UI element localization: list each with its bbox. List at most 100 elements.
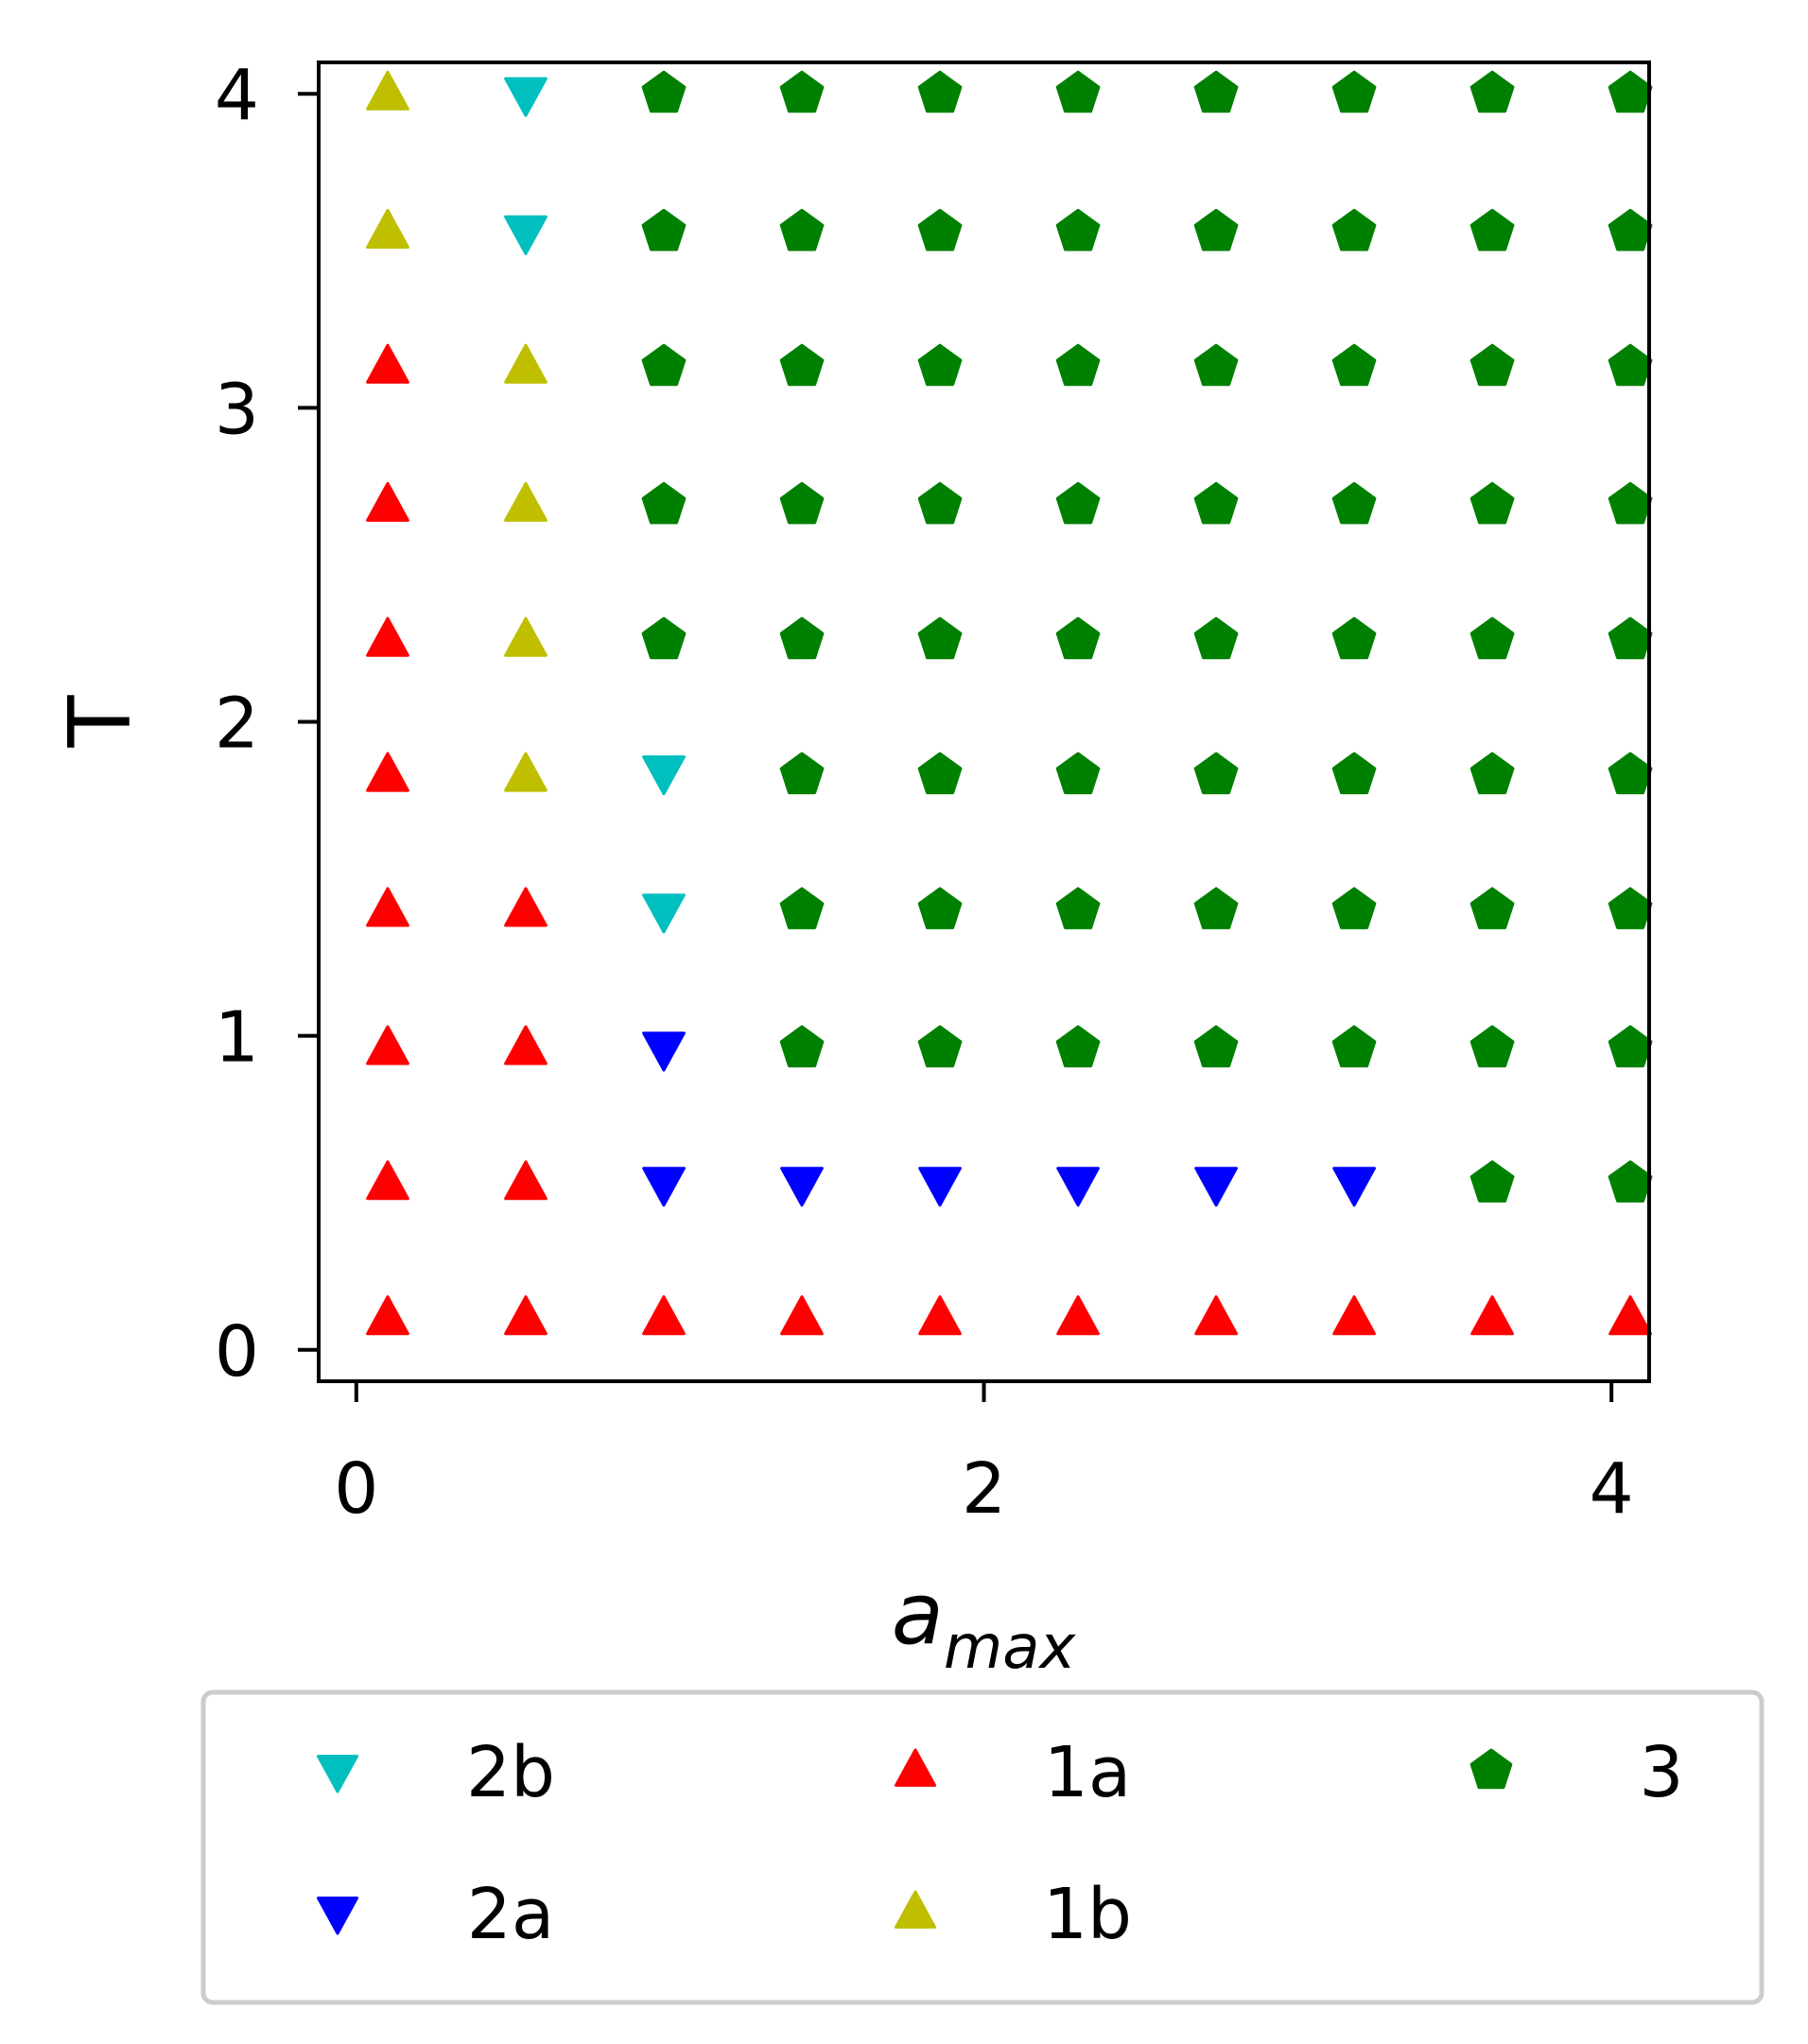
point-3 bbox=[1469, 481, 1515, 525]
point-3 bbox=[1055, 481, 1101, 525]
point-1a bbox=[1056, 1295, 1100, 1336]
y-axis-label: T bbox=[51, 694, 150, 748]
point-3 bbox=[1055, 752, 1101, 795]
point-3 bbox=[641, 616, 687, 660]
point-3 bbox=[917, 616, 963, 660]
point-1a bbox=[1194, 1295, 1238, 1336]
legend-label-1a: 1a bbox=[1044, 1732, 1131, 1813]
point-3 bbox=[779, 70, 825, 113]
point-3 bbox=[1055, 887, 1101, 929]
point-3 bbox=[917, 887, 963, 929]
x-tick-label: 2 bbox=[962, 1448, 1006, 1530]
legend-label-2b: 2b bbox=[466, 1732, 555, 1813]
point-3 bbox=[1331, 343, 1377, 387]
point-3 bbox=[917, 208, 963, 251]
point-3 bbox=[1193, 752, 1239, 795]
point-3 bbox=[1469, 1160, 1515, 1203]
point-2b bbox=[642, 893, 686, 934]
x-tick-label: 4 bbox=[1590, 1448, 1634, 1530]
point-1b bbox=[504, 752, 548, 792]
point-2a bbox=[642, 1167, 686, 1207]
point-3 bbox=[1331, 616, 1377, 660]
point-3 bbox=[1331, 887, 1377, 929]
series-1a bbox=[366, 343, 1652, 1336]
y-tick-label: 3 bbox=[215, 369, 259, 450]
point-3 bbox=[1331, 481, 1377, 525]
point-3 bbox=[1469, 616, 1515, 660]
point-3 bbox=[1193, 70, 1239, 113]
point-1a bbox=[1470, 1295, 1514, 1336]
point-3 bbox=[779, 752, 825, 795]
point-3 bbox=[1193, 616, 1239, 660]
legend-marker-2b bbox=[317, 1755, 358, 1793]
point-3 bbox=[1055, 208, 1101, 251]
point-3 bbox=[1469, 752, 1515, 795]
data-marks bbox=[366, 70, 1653, 1336]
y-tick-label: 4 bbox=[215, 55, 259, 136]
point-1b bbox=[504, 343, 548, 384]
series-2b bbox=[504, 77, 686, 934]
point-3 bbox=[1331, 1025, 1377, 1067]
series-2a bbox=[642, 1031, 1376, 1207]
point-3 bbox=[1193, 1025, 1239, 1067]
point-3 bbox=[779, 887, 825, 929]
point-3 bbox=[1331, 208, 1377, 251]
x-axis: 0 2 4 bbox=[334, 1381, 1634, 1530]
point-1a bbox=[366, 752, 409, 792]
point-3 bbox=[1055, 343, 1101, 387]
point-1a bbox=[366, 343, 409, 384]
legend-items: 2b 2a 1a 1b 3 bbox=[317, 1732, 1684, 1955]
point-1b bbox=[366, 208, 409, 249]
y-tick-label: 1 bbox=[215, 997, 259, 1079]
point-1a bbox=[504, 887, 548, 927]
x-axis-label: amax bbox=[892, 1565, 1077, 1683]
legend-marker-1b bbox=[895, 1890, 936, 1929]
point-3 bbox=[1469, 208, 1515, 251]
point-1b bbox=[366, 70, 409, 111]
point-3 bbox=[917, 1025, 963, 1067]
point-3 bbox=[779, 343, 825, 387]
point-1a bbox=[1332, 1295, 1376, 1336]
point-3 bbox=[1469, 887, 1515, 929]
point-1b bbox=[504, 616, 548, 657]
point-3 bbox=[779, 1025, 825, 1067]
point-3 bbox=[1193, 343, 1239, 387]
point-2b bbox=[642, 755, 686, 796]
legend-marker-3 bbox=[1469, 1748, 1513, 1790]
point-1a bbox=[780, 1295, 824, 1336]
point-3 bbox=[641, 481, 687, 525]
point-3 bbox=[1055, 70, 1101, 113]
point-3 bbox=[1331, 752, 1377, 795]
x-tick-label: 0 bbox=[334, 1448, 378, 1530]
point-1a bbox=[366, 1025, 409, 1065]
point-1b bbox=[504, 481, 548, 522]
series-3 bbox=[641, 70, 1653, 1203]
point-1a bbox=[504, 1025, 548, 1065]
point-3 bbox=[779, 616, 825, 660]
point-2b bbox=[504, 215, 548, 255]
point-3 bbox=[1193, 887, 1239, 929]
point-2a bbox=[1056, 1167, 1100, 1207]
legend-box bbox=[200, 1689, 1765, 2005]
point-1a bbox=[504, 1295, 548, 1336]
y-tick-label: 2 bbox=[215, 684, 259, 765]
point-3 bbox=[1193, 481, 1239, 525]
point-3 bbox=[1055, 616, 1101, 660]
point-3 bbox=[917, 70, 963, 113]
point-3 bbox=[641, 70, 687, 113]
point-3 bbox=[779, 208, 825, 251]
point-3 bbox=[1469, 70, 1515, 113]
point-1a bbox=[918, 1295, 962, 1336]
point-1a bbox=[366, 887, 409, 927]
legend-label-3: 3 bbox=[1639, 1732, 1683, 1813]
point-3 bbox=[1331, 70, 1377, 113]
y-tick-label: 0 bbox=[215, 1311, 259, 1393]
x-axis-label-base: a bbox=[892, 1565, 944, 1664]
point-3 bbox=[779, 481, 825, 525]
point-2a bbox=[918, 1167, 962, 1207]
point-1a bbox=[366, 616, 409, 657]
point-3 bbox=[1193, 208, 1239, 251]
point-1a bbox=[642, 1295, 686, 1336]
point-2b bbox=[504, 77, 548, 117]
point-2a bbox=[780, 1167, 824, 1207]
